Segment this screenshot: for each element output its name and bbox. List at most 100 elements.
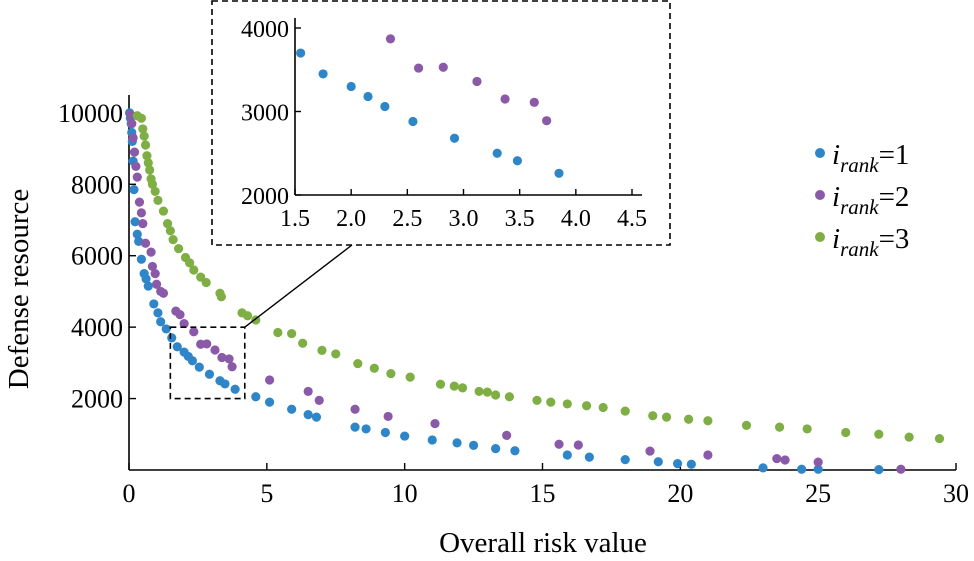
data-point [562,450,572,460]
inset-data-point [438,62,448,72]
data-point [684,414,694,424]
data-point [380,427,390,438]
data-point [150,186,160,197]
data-point [216,292,226,302]
inset-data-point [542,116,552,126]
data-point [136,113,147,123]
data-point [153,308,163,318]
inset-data-point [296,48,306,58]
x-axis-title: Overall risk value [439,527,647,559]
data-point [189,327,199,337]
data-point [502,430,512,440]
inset-data-point [512,156,523,166]
inset-data-point [554,168,564,178]
data-point [813,457,823,467]
data-point [128,133,138,143]
data-point [153,195,163,205]
data-point [427,435,437,445]
legend-sub: rank [840,237,879,261]
y-axis-title: Defense resource [3,189,35,389]
data-point [350,404,360,414]
data-point [134,197,145,207]
data-point [194,362,204,372]
x-tick-label: 15 [530,479,556,508]
inset-x-tick-label: 2.5 [392,206,422,232]
data-point [741,420,752,430]
data-point [230,384,240,394]
data-point [189,265,199,275]
y-tick-label: 10000 [58,99,123,128]
inset-zoom-panel: 1.5 2.0 2.5 3.0 3.5 4.0 4.5 2000 3000 4000 [211,0,671,246]
data-point [138,218,148,229]
inset-x-tick-label: 4.5 [617,206,647,232]
data-point [703,416,713,426]
data-point [474,386,484,397]
data-point [220,379,230,389]
inset-x-tick-label: 4.0 [561,206,591,232]
data-point [331,349,341,359]
data-point [174,243,184,254]
data-point [175,310,185,320]
x-tick-label: 5 [260,479,273,508]
legend-eq: =3 [879,223,910,255]
y-tick-label: 4000 [71,313,123,342]
x-tick-label: 30 [943,479,969,508]
data-point [582,401,592,411]
data-point [303,386,313,397]
data-point [127,118,137,129]
inset-series-1 [296,48,564,178]
inset-x-tick-label: 2.0 [336,206,366,232]
data-point [361,424,371,434]
data-point [138,124,148,134]
data-point [129,147,140,157]
data-point [202,339,212,349]
data-point [179,318,189,329]
data-point [131,161,141,172]
data-point [468,440,479,450]
inset-data-point [318,69,328,79]
data-point [129,185,139,195]
data-point [303,410,313,420]
data-point [482,387,492,397]
inset-data-point [380,101,390,112]
data-point [151,279,162,289]
legend-label: irank=2 [832,181,909,219]
data-point [532,395,542,405]
main-points [124,108,945,475]
data-point [210,345,220,355]
y-tick-label: 6000 [71,242,123,271]
data-point [132,172,142,182]
x-tick-label: 25 [805,479,831,508]
legend-marker [815,232,825,242]
inset-y-tick-label: 2000 [241,184,289,210]
zoom-leader-line [244,244,353,328]
data-point [661,412,672,422]
data-point [146,247,156,257]
legend-var: i [832,181,840,213]
data-point [130,217,140,227]
data-point [142,151,152,161]
data-point [158,288,169,298]
data-point [150,268,160,279]
legend-var: i [832,139,840,171]
data-point [168,235,178,245]
inset-x-tick-label: 1.5 [280,206,310,232]
zoom-rect [169,326,246,400]
data-point [185,258,195,268]
data-point [703,450,713,460]
data-point [139,131,149,141]
x-tick-label: 20 [667,479,693,508]
data-point [149,299,159,309]
legend-eq: =1 [879,139,910,171]
data-point [140,238,151,248]
data-point [772,453,782,464]
data-point [147,261,158,272]
data-point [672,458,683,469]
inset-data-point [413,63,424,73]
data-point [598,402,608,413]
data-point [645,446,655,456]
data-point [504,392,515,402]
data-point [400,431,410,441]
zoom-region-box [169,244,353,400]
